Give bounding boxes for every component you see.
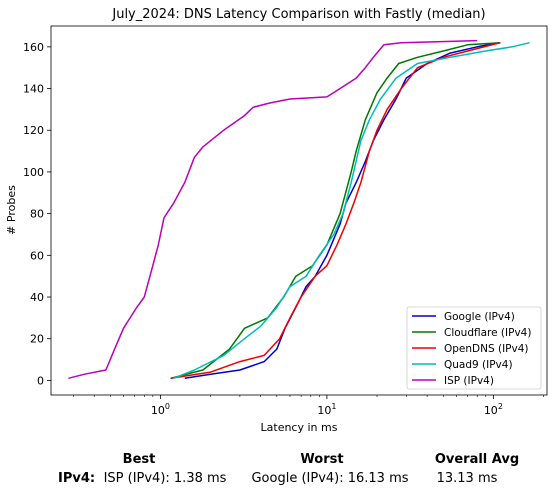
- y-tick-label: 40: [30, 291, 44, 304]
- x-tick-label: 101: [317, 402, 336, 417]
- dns-latency-chart: July_2024: DNS Latency Comparison with F…: [5, 7, 548, 434]
- y-tick-label: 80: [30, 208, 44, 221]
- summary-overall-value: 13.13 ms: [436, 471, 498, 486]
- legend-label-opendns-ipv4: OpenDNS (IPv4): [444, 343, 529, 355]
- chart-title: July_2024: DNS Latency Comparison with F…: [111, 7, 485, 22]
- y-tick-label: 0: [37, 374, 44, 387]
- y-tick-label: 60: [30, 249, 44, 262]
- legend: Google (IPv4) Cloudflare (IPv4) OpenDNS (I…: [406, 306, 542, 390]
- x-tick-label: 100: [151, 402, 170, 417]
- legend-label-quad9-ipv4: Quad9 (IPv4): [444, 359, 513, 371]
- y-tick-label: 20: [30, 333, 44, 346]
- series-line-isp-ipv4: [68, 39, 478, 380]
- series-line-quad9-ipv4: [173, 41, 530, 379]
- summary-table: Best Worst Overall Avg IPv4: ISP (IPv4):…: [0, 450, 555, 496]
- series-line-cloudflare-ipv4: [170, 41, 501, 380]
- summary-worst-value: Google (IPv4): 16.13 ms: [251, 471, 409, 486]
- y-tick-label: 120: [23, 124, 44, 137]
- y-tick-label: 160: [23, 41, 44, 54]
- y-tick-label: 140: [23, 83, 44, 96]
- x-axis-label: Latency in ms: [261, 421, 338, 434]
- y-axis-label: # Probes: [5, 185, 18, 235]
- y-tick-label: 100: [23, 166, 44, 179]
- x-axis: 100 101 102: [73, 395, 544, 417]
- series-line-opendns-ipv4: [170, 41, 501, 380]
- summary-best-header: Best: [122, 452, 156, 467]
- summary-overall-header: Overall Avg: [434, 452, 520, 467]
- legend-label-google-ipv4: Google (IPv4): [444, 311, 515, 323]
- legend-label-isp-ipv4: ISP (IPv4): [444, 375, 494, 387]
- series-layer: [68, 39, 530, 380]
- summary-row-label: IPv4:: [58, 471, 96, 486]
- summary-best-value: ISP (IPv4): 1.38 ms: [103, 471, 227, 486]
- summary-worst-header: Worst: [300, 452, 344, 467]
- legend-box: [406, 306, 542, 390]
- legend-label-cloudflare-ipv4: Cloudflare (IPv4): [444, 327, 531, 339]
- x-tick-label: 102: [484, 402, 503, 417]
- y-axis: 0 20 40 60 80 100 120 140 160: [23, 41, 51, 387]
